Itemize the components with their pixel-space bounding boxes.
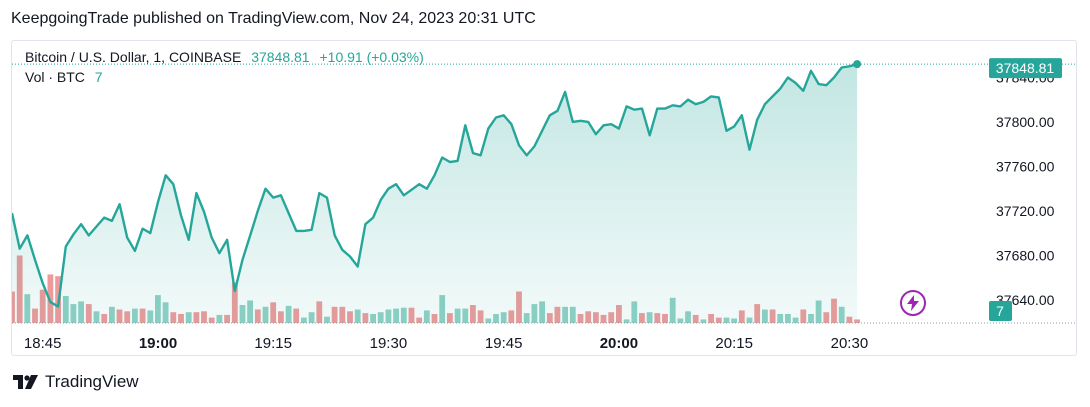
time-tick-label: 19:00	[139, 335, 177, 352]
price-change: +10.91 (+0.03%)	[319, 49, 424, 65]
time-axis[interactable]: 18:45 19:00 19:15 19:30 19:45 20:00 20:15 20:30	[24, 335, 868, 352]
price-tick-label: 37720.00	[996, 203, 1055, 219]
time-tick-label: 20:15	[715, 335, 753, 352]
last-price: 37848.81	[251, 49, 310, 65]
volume-value: 7	[94, 69, 103, 85]
chart-legend: Bitcoin / U.S. Dollar, 1, COINBASE 37848…	[25, 47, 424, 87]
time-tick-label: 19:15	[254, 335, 292, 352]
price-tick-label: 37680.00	[996, 247, 1055, 263]
symbol-label[interactable]: Bitcoin / U.S. Dollar, 1, COINBASE	[25, 49, 242, 65]
tradingview-logo-icon	[13, 375, 38, 389]
brand-name: TradingView	[45, 372, 139, 391]
time-tick-label: 19:45	[485, 335, 523, 352]
last-price-dot	[853, 60, 862, 69]
lightning-icon[interactable]	[900, 290, 926, 316]
tradingview-brand[interactable]: TradingView	[13, 372, 139, 392]
chart-panel[interactable]: 37840.0037800.0037760.0037720.0037680.00…	[11, 40, 1077, 356]
volume-badge-label: 7	[996, 303, 1004, 319]
time-tick-label: 20:30	[831, 335, 869, 352]
price-area	[12, 64, 858, 323]
price-tick-label: 37760.00	[996, 158, 1055, 174]
price-chart[interactable]: 37840.0037800.0037760.0037720.0037680.00…	[12, 41, 1077, 356]
volume-label[interactable]: Vol · BTC	[25, 69, 85, 85]
time-tick-label: 20:00	[600, 335, 638, 352]
price-tick-label: 37800.00	[996, 114, 1055, 130]
symbol-row[interactable]: Bitcoin / U.S. Dollar, 1, COINBASE 37848…	[25, 47, 424, 67]
time-tick-label: 18:45	[24, 335, 62, 352]
volume-row[interactable]: Vol · BTC 7	[25, 67, 424, 87]
price-badge-label: 37848.81	[996, 60, 1055, 76]
volume-badge: 7	[989, 301, 1012, 321]
volume-bar	[47, 274, 54, 323]
lightning-glyph	[907, 295, 919, 311]
time-tick-label: 19:30	[370, 335, 408, 352]
price-axis[interactable]: 37840.0037800.0037760.0037720.0037680.00…	[996, 70, 1055, 308]
price-line	[12, 62, 858, 308]
publish-info: KeepgoingTrade published on TradingView.…	[11, 10, 536, 27]
price-badge: 37848.81	[989, 58, 1062, 79]
